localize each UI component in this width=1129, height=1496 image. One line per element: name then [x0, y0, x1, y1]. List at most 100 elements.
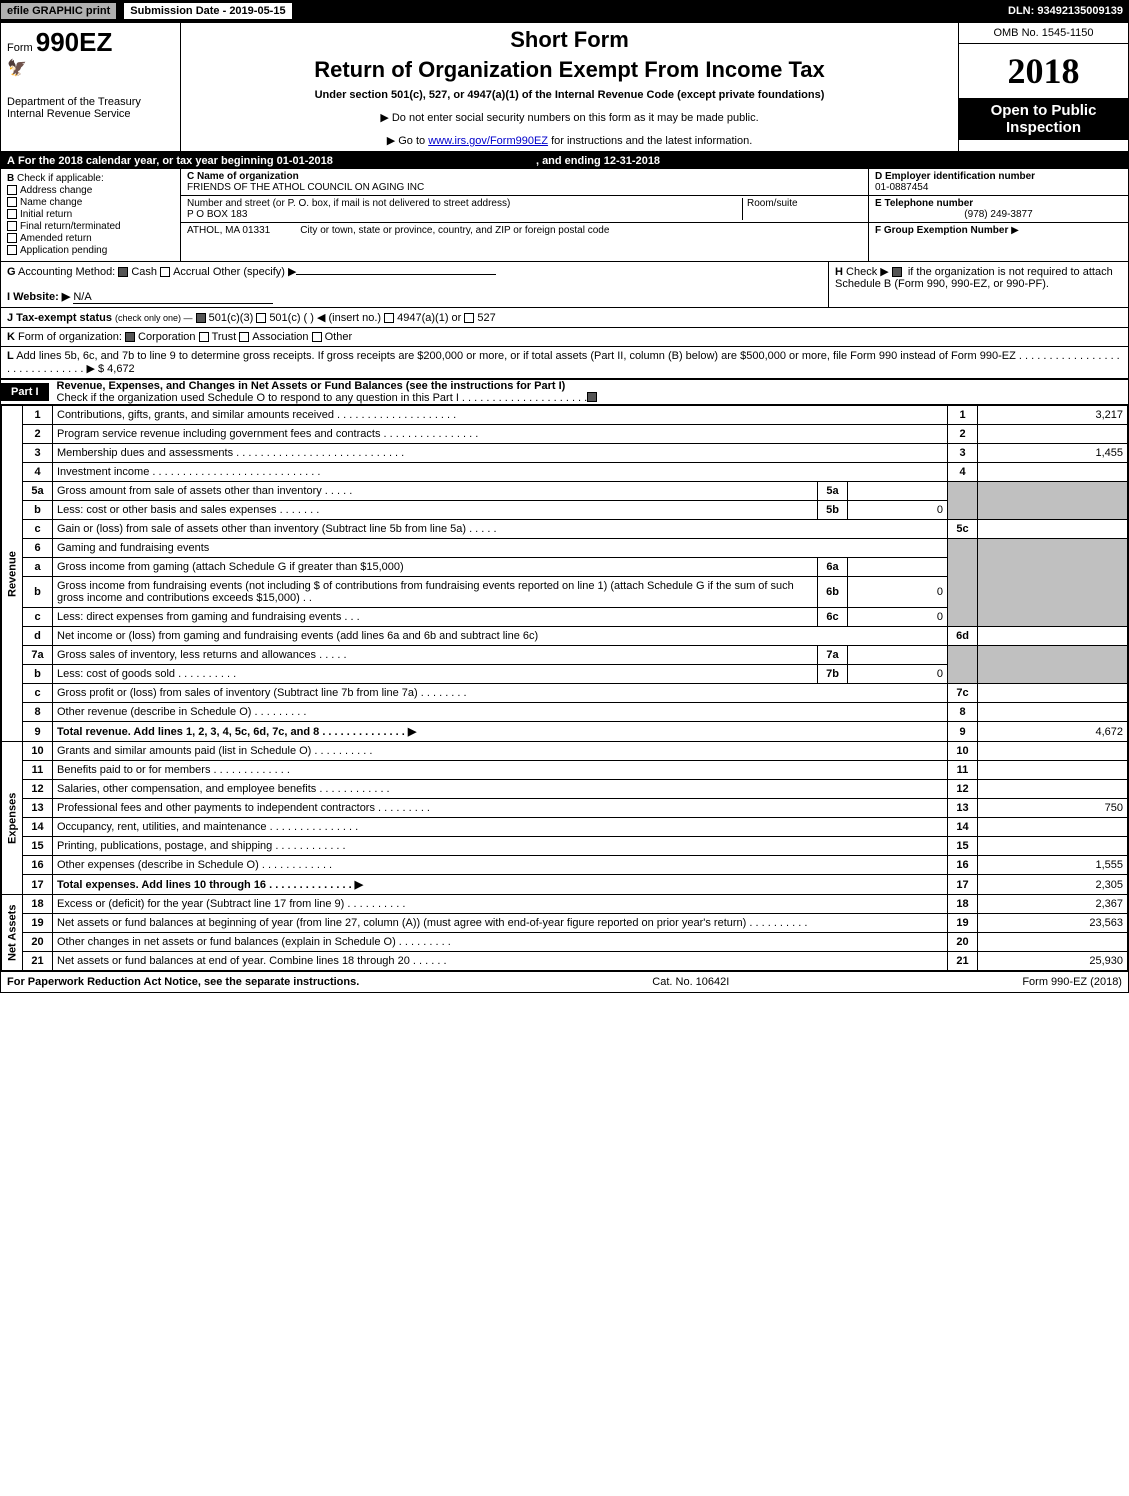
check-4947[interactable]	[384, 313, 394, 323]
room-label: Room/suite	[747, 198, 798, 209]
line-h: H Check ▶ if the organization is not req…	[828, 262, 1128, 307]
line-12-rn: 12	[948, 780, 978, 799]
line-2-val	[978, 425, 1128, 444]
city-value: ATHOL, MA 01331	[187, 225, 270, 236]
shade-5v	[978, 482, 1128, 520]
note-link: ▶ Go to www.irs.gov/Form990EZ for instru…	[189, 134, 950, 147]
l-label: L	[7, 350, 14, 362]
line-10-val	[978, 742, 1128, 761]
line-7a-num: 7a	[23, 646, 53, 665]
revenue-vlabel: Revenue	[2, 406, 23, 742]
part-1-header: Part I Revenue, Expenses, and Changes in…	[1, 378, 1128, 405]
check-association[interactable]	[239, 332, 249, 342]
irs-link[interactable]: www.irs.gov/Form990EZ	[428, 135, 548, 147]
line-11-rn: 11	[948, 761, 978, 780]
line-8-num: 8	[23, 703, 53, 722]
k-text: Form of organization:	[18, 331, 122, 343]
footer-left: For Paperwork Reduction Act Notice, see …	[7, 976, 359, 988]
line-9-num: 9	[23, 722, 53, 742]
line-9-rn: 9	[948, 722, 978, 742]
line-g: G Accounting Method: Cash Accrual Other …	[1, 262, 828, 307]
line-7b-desc: Less: cost of goods sold . . . . . . . .…	[53, 665, 818, 684]
line-l: L Add lines 5b, 6c, and 7b to line 9 to …	[1, 347, 1128, 378]
line-6-num: 6	[23, 539, 53, 558]
check-501c[interactable]	[256, 313, 266, 323]
line-14-val	[978, 818, 1128, 837]
line-5c-num: c	[23, 520, 53, 539]
line-6a-desc: Gross income from gaming (attach Schedul…	[53, 558, 818, 577]
line-5a-desc: Gross amount from sale of assets other t…	[53, 482, 818, 501]
line-19-num: 19	[23, 914, 53, 933]
dept-irs: Internal Revenue Service	[7, 108, 174, 120]
line-13-rn: 13	[948, 799, 978, 818]
street-value: P O BOX 183	[187, 209, 247, 220]
table-row: 4 Investment income . . . . . . . . . . …	[2, 463, 1128, 482]
line-8-rn: 8	[948, 703, 978, 722]
line-18-rn: 18	[948, 895, 978, 914]
check-501c3[interactable]	[196, 313, 206, 323]
line-13-num: 13	[23, 799, 53, 818]
table-row: 2 Program service revenue including gove…	[2, 425, 1128, 444]
check-name-change[interactable]: Name change	[7, 197, 174, 208]
line-7a-sv	[848, 646, 948, 665]
line-6a-sn: 6a	[818, 558, 848, 577]
line-7b-sv: 0	[848, 665, 948, 684]
line-15-val	[978, 837, 1128, 856]
section-b-right: D Employer identification number 01-0887…	[868, 169, 1128, 261]
line-19-desc: Net assets or fund balances at beginning…	[53, 914, 948, 933]
check-527[interactable]	[464, 313, 474, 323]
shade-7	[948, 646, 978, 684]
c-label: C Name of organization	[187, 171, 299, 182]
line-2-desc: Program service revenue including govern…	[53, 425, 948, 444]
check-trust[interactable]	[199, 332, 209, 342]
check-schedule-o[interactable]	[587, 392, 597, 402]
table-row: 7a Gross sales of inventory, less return…	[2, 646, 1128, 665]
line-21-rn: 21	[948, 952, 978, 971]
check-initial-return[interactable]: Initial return	[7, 209, 174, 220]
line-7b-sn: 7b	[818, 665, 848, 684]
b-label: B	[7, 173, 14, 184]
line-6b-num: b	[23, 577, 53, 608]
line-6a-num: a	[23, 558, 53, 577]
check-final-return[interactable]: Final return/terminated	[7, 221, 174, 232]
line-11-val	[978, 761, 1128, 780]
check-accrual[interactable]	[160, 267, 170, 277]
line-19-rn: 19	[948, 914, 978, 933]
d-label: D Employer identification number	[875, 171, 1035, 182]
check-other-org[interactable]	[312, 332, 322, 342]
table-row: 13 Professional fees and other payments …	[2, 799, 1128, 818]
shade-5	[948, 482, 978, 520]
row-a-label: A	[7, 155, 15, 167]
line-6c-sn: 6c	[818, 608, 848, 627]
check-cash[interactable]	[118, 267, 128, 277]
table-row: 11 Benefits paid to or for members . . .…	[2, 761, 1128, 780]
line-7a-desc: Gross sales of inventory, less returns a…	[53, 646, 818, 665]
netassets-vlabel: Net Assets	[2, 895, 23, 971]
table-row: 16 Other expenses (describe in Schedule …	[2, 856, 1128, 875]
footer-right: Form 990-EZ (2018)	[1022, 976, 1122, 988]
header-mid: Short Form Return of Organization Exempt…	[181, 23, 958, 151]
line-6a-sv	[848, 558, 948, 577]
line-6b-desc: Gross income from fundraising events (no…	[53, 577, 818, 608]
check-amended-return[interactable]: Amended return	[7, 233, 174, 244]
line-5b-desc: Less: cost or other basis and sales expe…	[53, 501, 818, 520]
dln-label: DLN: 93492135009139	[1008, 5, 1129, 17]
check-address-change[interactable]: Address change	[7, 185, 174, 196]
efile-print-button[interactable]: efile GRAPHIC print	[0, 2, 117, 20]
header-row: Form 990EZ 🦅 Department of the Treasury …	[1, 23, 1128, 153]
table-row: Expenses 10 Grants and similar amounts p…	[2, 742, 1128, 761]
street-label: Number and street (or P. O. box, if mail…	[187, 198, 510, 209]
line-12-desc: Salaries, other compensation, and employ…	[53, 780, 948, 799]
line-7b-num: b	[23, 665, 53, 684]
check-application-pending[interactable]: Application pending	[7, 245, 174, 256]
line-11-desc: Benefits paid to or for members . . . . …	[53, 761, 948, 780]
footer-mid: Cat. No. 10642I	[652, 976, 729, 988]
expenses-vlabel: Expenses	[2, 742, 23, 895]
other-specify-input[interactable]	[296, 274, 496, 275]
check-schedule-b[interactable]	[892, 267, 902, 277]
line-1-rn: 1	[948, 406, 978, 425]
line-15-rn: 15	[948, 837, 978, 856]
check-corporation[interactable]	[125, 332, 135, 342]
note-link-prefix: ▶ Go to	[387, 135, 428, 147]
opt-corporation: Corporation	[138, 331, 195, 343]
